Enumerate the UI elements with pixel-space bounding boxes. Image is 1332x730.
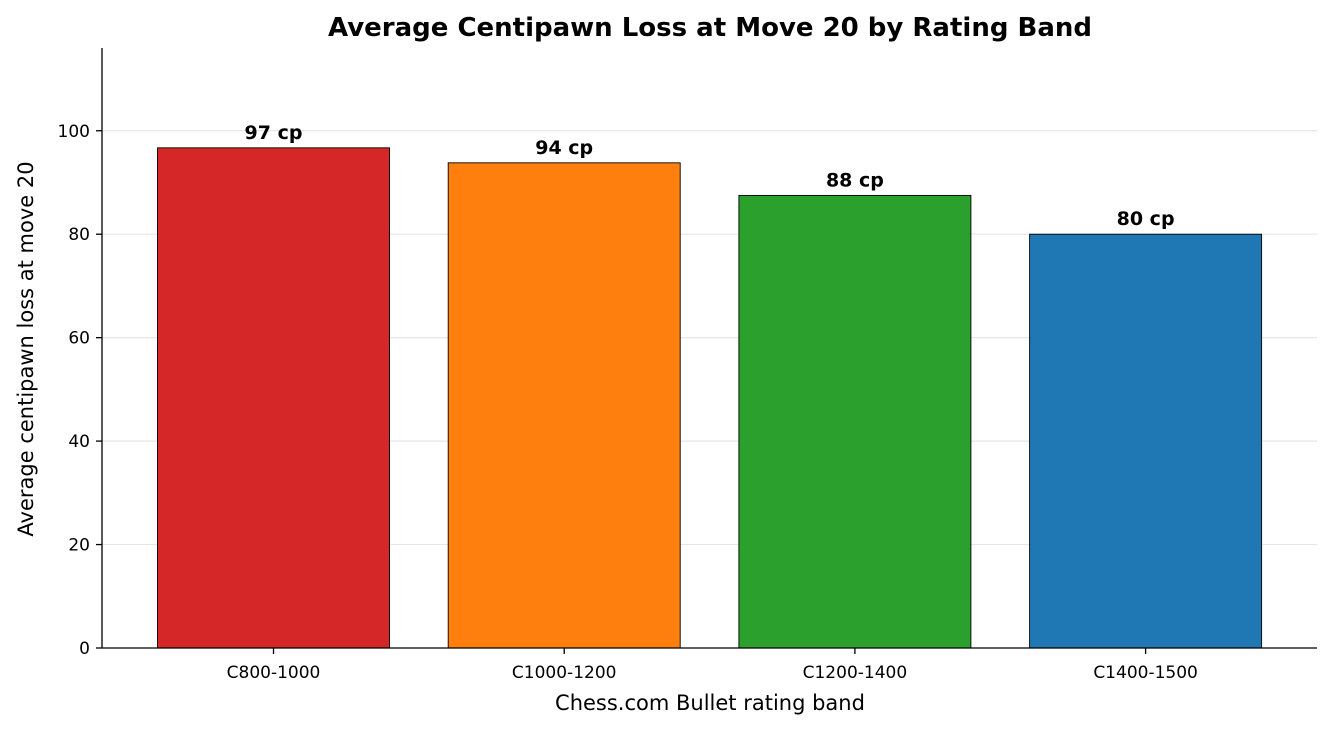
data-labels: 97 cp 94 cp 88 cp 80 cp [245,122,1175,230]
y-tick-label-20: 20 [68,536,90,556]
y-tick-label-60: 60 [68,329,90,349]
x-ticks: C800-1000 C1000-1200 C1200-1400 C1400-1500 [227,648,1198,683]
y-tick-label-40: 40 [68,432,90,452]
x-tick-label-C1000-1200: C1000-1200 [512,663,617,683]
bar-C1200-1400 [738,194,972,649]
x-axis-title: Chess.com Bullet rating band [555,691,865,715]
data-label-C1000-1200: 94 cp [535,137,593,159]
chart-title: Average Centipawn Loss at Move 20 by Rat… [328,13,1092,43]
data-label-C800-1000: 97 cp [245,122,303,144]
y-ticks: 0 20 40 60 80 100 [58,122,102,659]
axes [101,48,1317,649]
data-label-C1400-1500: 80 cp [1117,208,1175,230]
bar-C800-1000 [157,147,390,649]
bar-C1000-1200 [447,162,681,649]
y-tick-label-80: 80 [68,225,90,245]
y-axis-title: Average centipawn loss at move 20 [14,161,38,536]
x-tick-label-C800-1000: C800-1000 [227,663,321,683]
x-tick-label-C1200-1400: C1200-1400 [803,663,908,683]
data-label-C1200-1400: 88 cp [826,169,884,191]
bar-C1400-1500 [1029,233,1263,649]
bars [157,147,1263,649]
y-tick-label-100: 100 [58,122,90,142]
y-tick-label-0: 0 [79,639,90,659]
x-tick-label-C1400-1500: C1400-1500 [1093,663,1198,683]
